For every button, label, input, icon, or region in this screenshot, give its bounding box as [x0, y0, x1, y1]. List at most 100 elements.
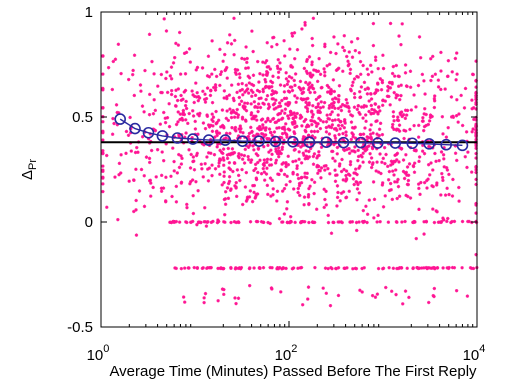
scatter-point — [295, 164, 299, 168]
scatter-point — [401, 158, 406, 162]
scatter-point — [258, 266, 262, 271]
scatter-point — [346, 172, 351, 176]
scatter-point — [245, 101, 250, 106]
scatter-point — [148, 92, 152, 97]
scatter-point — [179, 98, 183, 102]
scatter-point — [449, 220, 453, 225]
scatter-point — [425, 178, 429, 183]
scatter-point — [209, 220, 214, 225]
scatter-point — [351, 177, 356, 181]
scatter-point — [275, 199, 279, 203]
scatter-point — [292, 31, 297, 35]
scatter-point — [351, 135, 355, 139]
scatter-point — [470, 170, 474, 174]
scatter-point — [284, 183, 288, 187]
scatter-point — [241, 105, 246, 109]
scatter-point — [417, 207, 421, 212]
scatter-point — [286, 114, 290, 118]
scatter-point — [101, 169, 105, 174]
scatter-point — [229, 220, 233, 225]
scatter-point — [209, 266, 213, 270]
scatter-point — [203, 126, 208, 131]
scatter-point — [193, 127, 198, 131]
scatter-point — [439, 150, 444, 154]
scatter-point — [101, 131, 105, 135]
scatter-point — [445, 74, 450, 79]
scatter-point — [358, 95, 363, 99]
scatter-point — [296, 176, 301, 181]
scatter-point — [286, 103, 290, 108]
scatter-point — [307, 220, 311, 225]
scatter-point — [345, 54, 349, 59]
scatter-point — [391, 122, 395, 127]
scatter-point — [200, 266, 205, 271]
scatter-point — [332, 89, 337, 94]
binned-mean-series — [114, 113, 469, 152]
scatter-point — [327, 62, 332, 66]
scatter-point — [302, 153, 306, 157]
scatter-point — [294, 100, 298, 104]
scatter-point — [334, 51, 338, 56]
scatter-point — [134, 233, 139, 237]
scatter-point — [325, 83, 330, 88]
scatter-point — [463, 155, 467, 159]
scatter-point — [343, 121, 347, 125]
scatter-point — [412, 123, 416, 128]
scatter-point — [427, 119, 432, 123]
scatter-point — [187, 111, 191, 116]
y-tick-label: 0.5 — [72, 109, 93, 126]
mean-point — [440, 138, 452, 151]
scatter-point — [359, 85, 364, 89]
scatter-point — [271, 97, 276, 101]
y-tick-label: -0.5 — [67, 319, 93, 336]
scatter-point — [231, 108, 235, 113]
scatter-point — [404, 153, 408, 157]
scatter-point — [177, 165, 182, 170]
scatter-point — [315, 156, 319, 160]
scatter-point — [300, 124, 304, 128]
scatter-point — [429, 78, 433, 83]
scatter-point — [149, 148, 154, 153]
scatter-point — [372, 216, 376, 220]
scatter-point — [425, 186, 429, 190]
scatter-point — [271, 36, 275, 40]
scatter-point — [241, 93, 245, 97]
scatter-point — [169, 92, 174, 97]
scatter-point — [220, 108, 225, 112]
scatter-point — [263, 178, 267, 182]
scatter-point — [397, 129, 402, 133]
scatter-point — [216, 118, 221, 122]
scatter-point — [347, 189, 351, 193]
scatter-point — [323, 74, 327, 78]
scatter-point — [225, 96, 229, 101]
scatter-point — [316, 102, 321, 106]
scatter-point — [380, 183, 385, 187]
scatter-point — [318, 72, 323, 76]
scatter-point — [327, 85, 331, 90]
scatter-point — [316, 109, 320, 113]
scatter-point — [378, 77, 383, 81]
scatter-point — [233, 38, 237, 43]
scatter-point — [228, 167, 233, 172]
scatter-point — [347, 151, 352, 155]
scatter-point — [305, 123, 310, 127]
scatter-point — [381, 103, 385, 107]
scatter-point — [365, 135, 369, 139]
scatter-point — [311, 154, 315, 159]
scatter-point — [447, 172, 451, 177]
scatter-point — [323, 168, 327, 172]
scatter-point — [218, 148, 222, 153]
scatter-point — [391, 266, 396, 270]
scatter-point — [262, 144, 266, 149]
scatter-point — [403, 116, 408, 121]
scatter-point — [155, 147, 160, 152]
scatter-point — [355, 74, 359, 79]
scatter-point — [119, 153, 123, 157]
scatter-point — [245, 56, 249, 61]
scatter-point — [264, 97, 268, 102]
scatter-point — [384, 152, 388, 157]
scatter-point — [390, 80, 394, 85]
scatter-point — [414, 148, 418, 152]
scatter-point — [256, 102, 261, 106]
scatter-point — [285, 174, 289, 178]
